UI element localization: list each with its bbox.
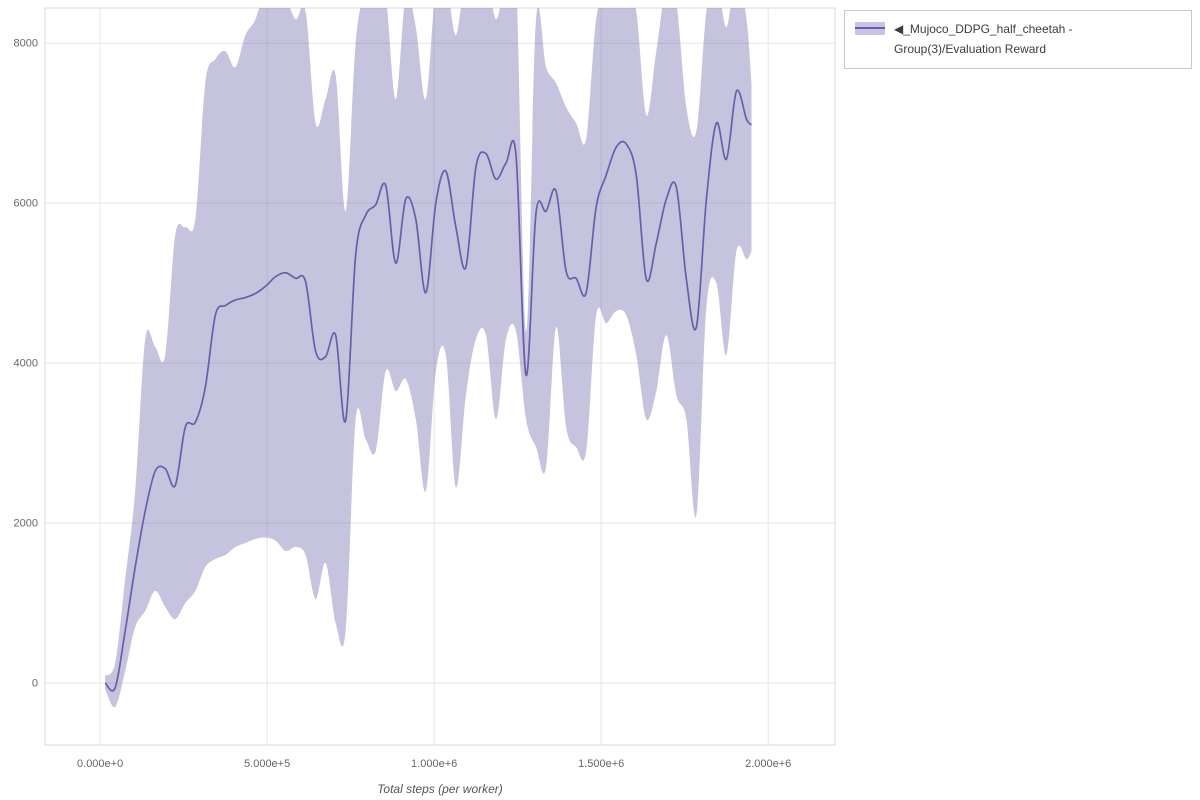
legend: ◀_Mujoco_DDPG_half_cheetah - Group(3)/Ev… [844,10,1192,69]
y-tick-label: 8000 [14,38,38,50]
chart-container: 0 2000 4000 6000 8000 0.000e+0 5.000e+5 1.000e+… [0,0,840,800]
line-chart[interactable]: 0 2000 4000 6000 8000 0.000e+0 5.000e+5 1.000e+… [0,0,840,800]
x-tick-label: 0.000e+0 [77,758,123,770]
legend-item-evaluation-reward[interactable]: ◀_Mujoco_DDPG_half_cheetah - Group(3)/Ev… [855,19,1181,60]
x-axis-title: Total steps (per worker) [377,782,503,796]
y-tick-label: 4000 [14,358,38,370]
x-tick-label: 5.000e+5 [244,758,290,770]
legend-label: ◀_Mujoco_DDPG_half_cheetah - Group(3)/Ev… [894,22,1073,57]
y-tick-label: 6000 [14,198,38,210]
y-tick-label: 0 [32,678,38,690]
x-tick-label: 2.000e+6 [745,758,791,770]
series-band [105,8,752,708]
x-tick-label: 1.500e+6 [578,758,624,770]
legend-swatch-icon [855,22,885,35]
legend-swatch-line-icon [855,27,885,29]
y-tick-label: 2000 [14,518,38,530]
series-line [104,89,753,692]
x-tick-label: 1.000e+6 [411,758,457,770]
